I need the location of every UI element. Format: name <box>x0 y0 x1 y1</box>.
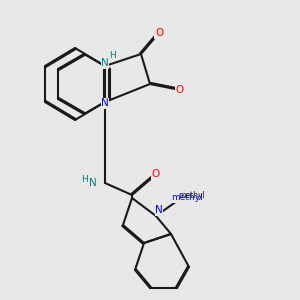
Text: N: N <box>101 98 109 109</box>
Text: N: N <box>155 205 163 215</box>
Text: N: N <box>101 58 109 68</box>
Text: N: N <box>89 178 97 188</box>
Text: O: O <box>176 85 184 95</box>
Text: O: O <box>155 28 163 38</box>
Text: methyl: methyl <box>172 194 203 202</box>
Text: methyl: methyl <box>178 190 205 200</box>
Text: O: O <box>152 169 160 179</box>
Text: H: H <box>81 176 87 184</box>
Text: H: H <box>109 51 116 60</box>
